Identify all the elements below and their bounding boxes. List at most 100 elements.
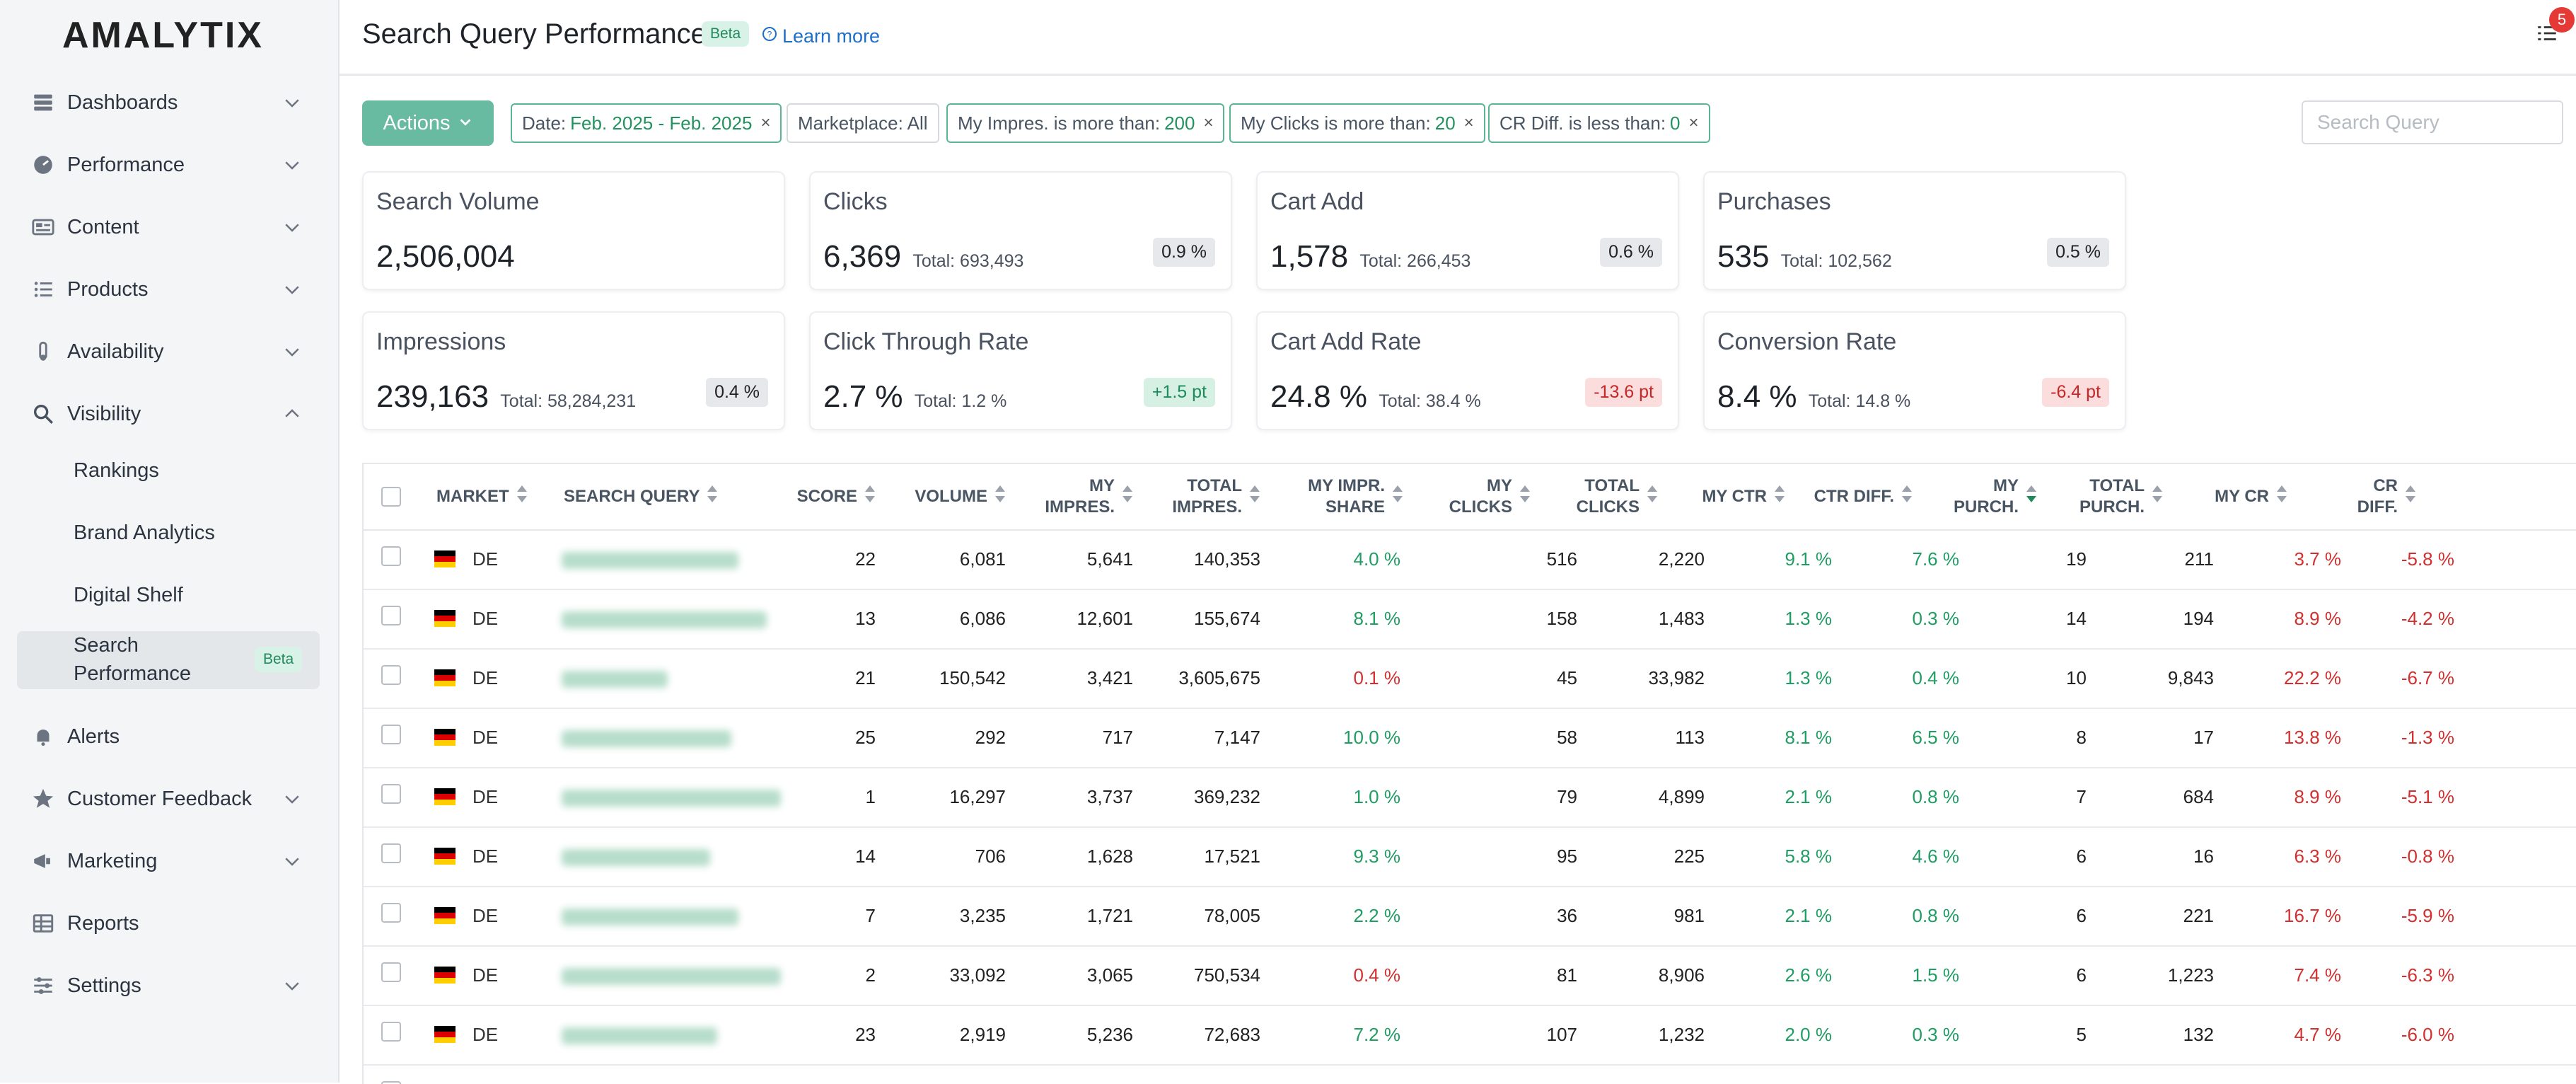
column-header-total-purch[interactable]: TOTAL PURCH. [2047,464,2163,529]
blurred-search-query[interactable] [562,790,781,807]
table-row[interactable]: DE 23 2,919 5,236 72,683 7.2 % 107 1,232 2.0 % 0.… [364,1005,2576,1066]
market-cell: DE [472,667,499,688]
select-all-checkbox[interactable] [381,487,401,507]
row-checkbox[interactable] [381,546,401,566]
table-row[interactable]: DE 14 706 1,628 17,521 9.3 % 95 225 5.8 % 4.6 % 6 1… [364,826,2576,887]
row-checkbox[interactable] [381,725,401,744]
sidebar-item-label: Visibility [67,402,141,425]
megaphone-icon [31,849,55,873]
table-row[interactable]: DE 22 6,081 5,641 140,353 4.0 % 516 2,220 9.1 % 7… [364,529,2576,590]
row-checkbox[interactable] [381,903,401,923]
clicks-filter-chip[interactable]: My Clicks is more than: 20 × [1229,103,1485,143]
close-icon[interactable]: × [1203,113,1214,132]
column-header-volume[interactable]: VOLUME [887,464,1006,529]
kpi-value-line: 6,369 Total: 693,493 [823,239,1023,275]
learn-more-link[interactable]: ? Learn more [761,25,880,47]
cell-impr-share: 9.3 % [1353,845,1401,867]
row-checkbox[interactable] [381,606,401,625]
kpi-title: Purchases [1717,188,1831,215]
task-list-icon[interactable] [2535,21,2559,45]
cell-score: 2 [865,964,876,986]
column-header-market[interactable]: MARKET [436,464,528,529]
row-checkbox[interactable] [381,1081,401,1084]
row-checkbox[interactable] [381,665,401,685]
search-query-input[interactable] [2303,102,2562,143]
chevron-down-icon [282,279,303,300]
cell-my-purch: 10 [2066,667,2087,688]
blurred-search-query[interactable] [562,671,668,688]
row-checkbox[interactable] [381,784,401,804]
close-icon[interactable]: × [1688,113,1699,132]
cell-volume: 2,919 [959,1023,1006,1045]
table-row[interactable]: DE 1 16,297 3,737 369,232 1.0 % 79 4,899 2.1 % 0.… [364,767,2576,828]
sidebar-item-dashboards[interactable]: Dashboards [0,78,338,127]
blurred-search-query[interactable] [562,730,731,747]
sidebar-item-marketing[interactable]: Marketing [0,836,338,886]
cell-cr-diff: -6.0 % [2401,1023,2454,1045]
cell-impr-share: 0.1 % [1353,667,1401,688]
column-header-impr-share[interactable]: MY IMPR. SHARE [1283,464,1403,529]
sidebar-subitem-search-performance[interactable]: Search Performance Beta [17,631,320,689]
sidebar-item-label: Customer Feedback [67,787,253,810]
close-icon[interactable]: × [1463,113,1474,132]
table-row[interactable]: DE 21 150,542 3,421 3,605,675 0.1 % 45 33,982 1.… [364,648,2576,709]
cell-volume: 3,235 [959,904,1006,926]
column-header-cr-diff[interactable]: CR DIFF. [2302,464,2416,529]
table-row[interactable]: DE 2 33,092 3,065 750,534 0.4 % 81 8,906 2.6 % 1.… [364,945,2576,1006]
blurred-search-query[interactable] [562,849,710,866]
blurred-search-query[interactable] [562,611,767,628]
sidebar-item-visibility[interactable]: Visibility [0,389,338,439]
sidebar-item-products[interactable]: Products [0,265,338,314]
sort-icon [1122,484,1133,509]
row-checkbox[interactable] [381,843,401,863]
date-filter-chip[interactable]: Date: Feb. 2025 - Feb. 2025 × [511,103,782,143]
kpi-share-badge: 0.6 % [1600,238,1662,267]
table-row[interactable]: DE 13 6,086 12,601 155,674 8.1 % 158 1,483 1.3 %… [364,589,2576,650]
cell-total-impres: 155,674 [1194,607,1260,629]
table-row-partial[interactable] [364,1064,2576,1084]
column-header-search-query[interactable]: SEARCH QUERY [564,464,718,529]
column-header-my-purch[interactable]: MY PURCH. [1920,464,2037,529]
row-checkbox[interactable] [381,1022,401,1042]
column-header-my-cr[interactable]: MY CR [2174,464,2287,529]
sidebar-subitem-brand-analytics[interactable]: Brand Analytics [74,521,215,544]
sidebar-subitem-digital-shelf[interactable]: Digital Shelf [74,583,183,606]
column-header-my-ctr[interactable]: MY CTR [1672,464,1785,529]
column-header-total-clicks[interactable]: TOTAL CLICKS [1545,464,1658,529]
sidebar-item-performance[interactable]: Performance [0,140,338,190]
sidebar-item-customer-feedback[interactable]: Customer Feedback [0,774,338,824]
sidebar-item-reports[interactable]: Reports [0,899,338,948]
cr-diff-filter-chip[interactable]: CR Diff. is less than: 0 × [1488,103,1710,143]
row-checkbox[interactable] [381,962,401,982]
blurred-search-query[interactable] [562,968,781,985]
cell-my-ctr: 2.0 % [1785,1023,1833,1045]
chip-label: CR Diff. is less than: [1499,112,1666,134]
chip-label: Marketplace: All [798,112,928,134]
blurred-search-query[interactable] [562,1027,717,1044]
table-row[interactable]: DE 7 3,235 1,721 78,005 2.2 % 36 981 2.1 % 0.8 % 6… [364,886,2576,947]
blurred-search-query[interactable] [562,552,738,569]
sidebar-item-settings[interactable]: Settings [0,961,338,1010]
column-header-my-clicks[interactable]: MY CLICKS [1425,464,1531,529]
blurred-search-query[interactable] [562,909,738,926]
cell-score: 13 [855,607,876,629]
cell-my-cr: 4.7 % [2294,1023,2342,1045]
sidebar-item-alerts[interactable]: Alerts [0,712,338,761]
impressions-filter-chip[interactable]: My Impres. is more than: 200 × [946,103,1225,143]
close-icon[interactable]: × [760,113,771,132]
kpi-title: Cart Add [1270,188,1364,215]
actions-button[interactable]: Actions [362,100,494,146]
market-cell: DE [472,607,499,629]
marketplace-filter-chip[interactable]: Marketplace: All [787,103,939,143]
column-header-total-impres[interactable]: TOTAL IMPRES. [1142,464,1260,529]
column-header-ctr-diff[interactable]: CTR DIFF. [1799,464,1913,529]
cell-my-cr: 6.3 % [2294,845,2342,867]
column-header-score[interactable]: SCORE [760,464,876,529]
sidebar-subitem-rankings[interactable]: Rankings [74,459,159,482]
cell-score: 25 [855,726,876,748]
table-row[interactable]: DE 25 292 717 7,147 10.0 % 58 113 8.1 % 6.5 % 8 17 1… [364,708,2576,768]
column-header-my-impres[interactable]: MY IMPRES. [1014,464,1133,529]
germany-flag-icon [434,967,456,984]
sidebar-item-content[interactable]: Content [0,202,338,252]
sidebar-item-availability[interactable]: Availability [0,327,338,376]
